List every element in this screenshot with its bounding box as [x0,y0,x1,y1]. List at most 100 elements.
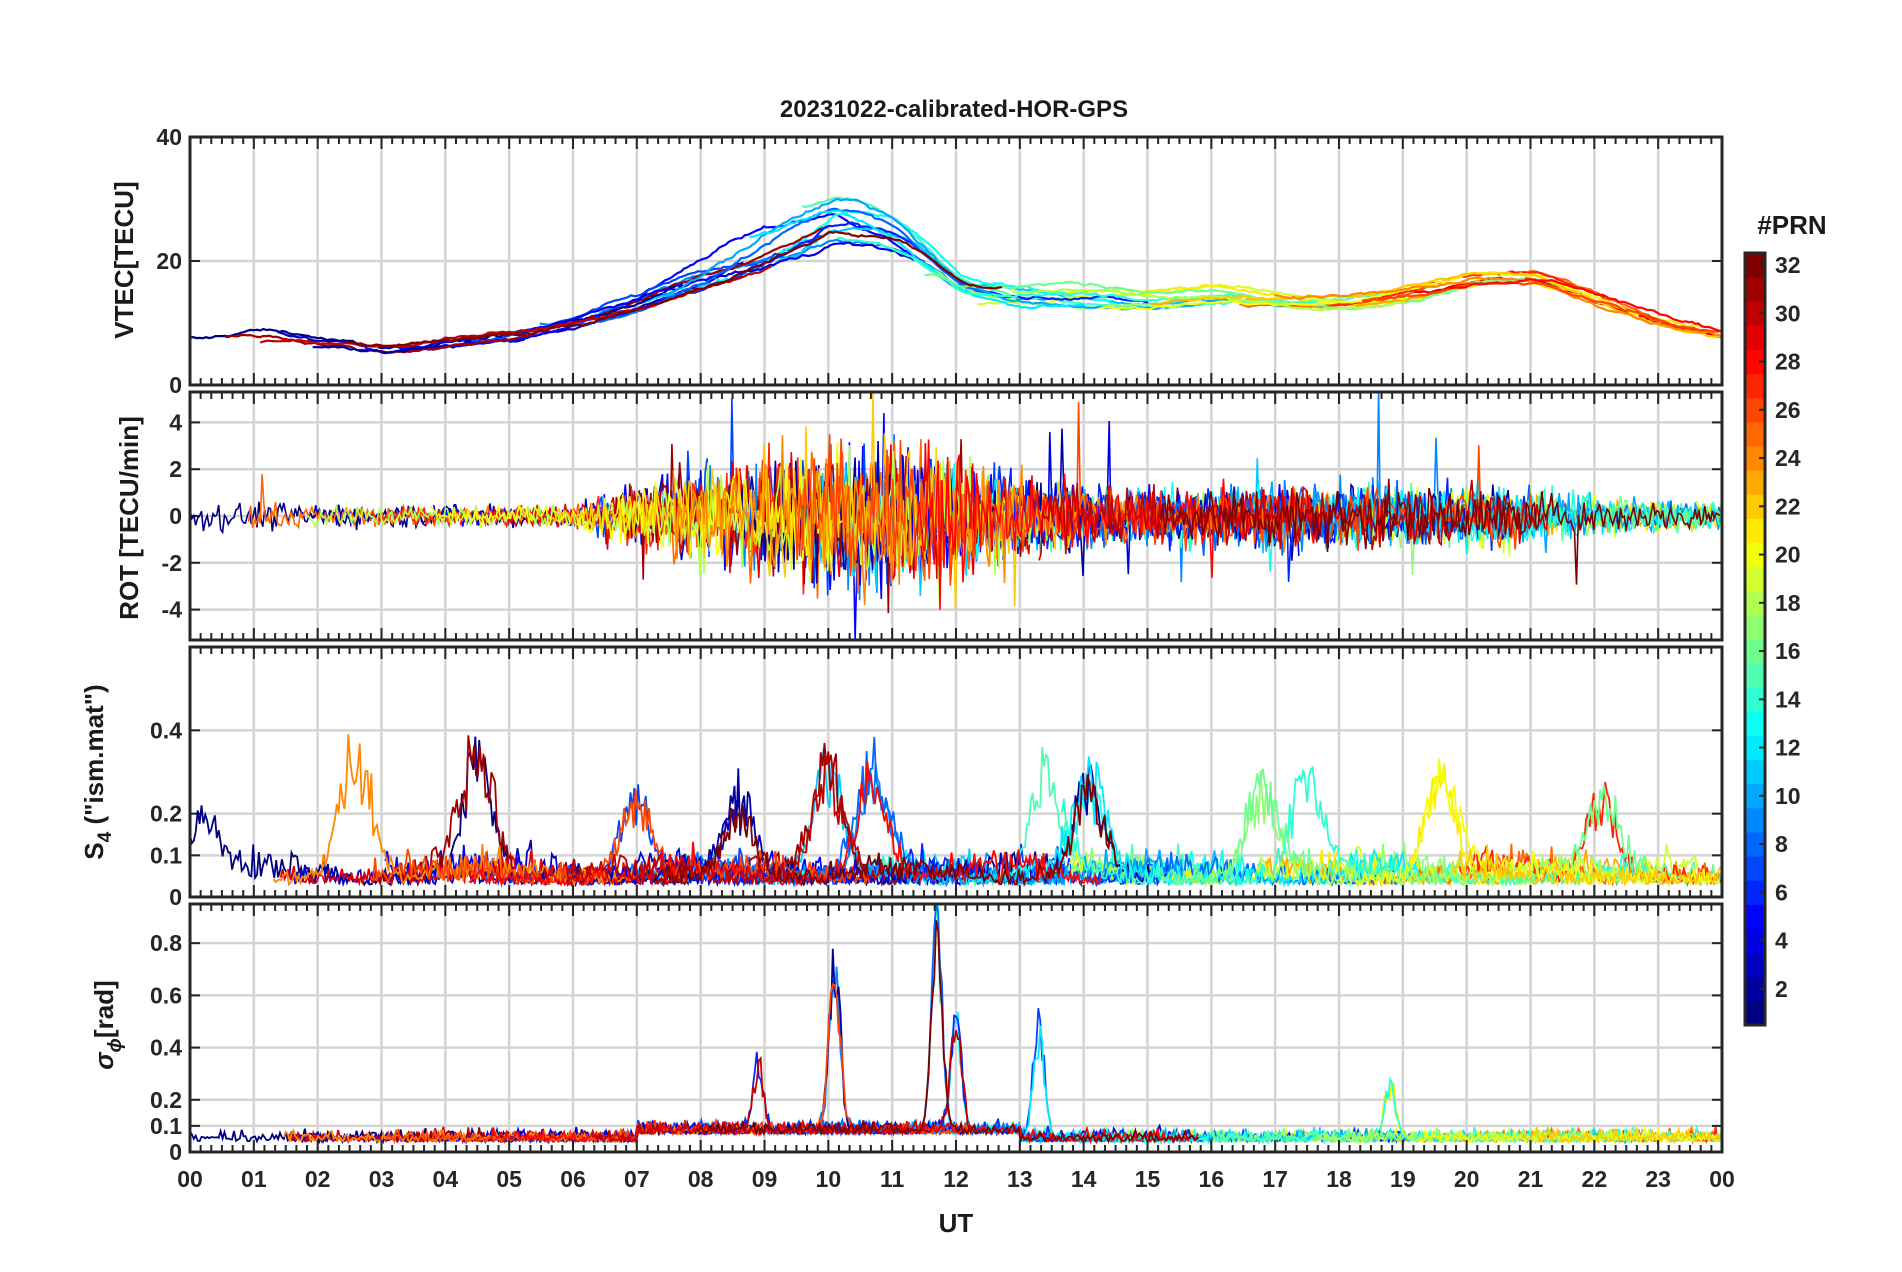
colorbar-cell-22 [1745,494,1765,519]
sigma-series-prn-22 [1520,1125,1722,1145]
x-tick-label: 00 [1709,1166,1735,1192]
colorbar-cell-20 [1745,542,1765,568]
y-label-s4-sub: 4 [95,831,116,842]
colorbar-cell-17 [1745,614,1765,640]
y-label-sigma-sub: ϕ [105,1038,126,1052]
x-tick-label: 02 [305,1166,331,1192]
colorbar-cell-21 [1745,518,1765,543]
vtec-series-prn-30 [259,265,772,348]
s4-series-prn-22 [1451,844,1722,887]
y-tick-label: 0 [169,884,182,910]
colorbar-tick-label: 16 [1775,638,1801,664]
colorbar-cell-18 [1745,590,1765,616]
rot-series-prn-16 [1589,495,1721,531]
colorbar-border [1743,251,1767,1027]
x-tick-label: 20 [1454,1166,1480,1192]
y-tick-label: 0.2 [150,1087,182,1113]
vtec-series-prn-14 [837,236,1320,304]
x-tick-label: 04 [433,1166,459,1192]
panel-rot: -4 -2 0 2 4 [162,390,1724,642]
s4-series-prn-18 [1256,852,1667,888]
x-tick-label: 05 [496,1166,522,1192]
colorbar-tick-label: 20 [1775,542,1801,568]
vtec-series-prn-28 [1449,278,1722,333]
y-label-s4: S4 ("ism.mat") [79,684,116,859]
vtec-series-prn-24 [1274,276,1722,338]
y-tick-label: 0 [169,503,182,529]
vtec-series-prn-5 [364,213,976,355]
rot-series-prn-28 [916,439,1320,610]
colorbar-cell-23 [1745,470,1765,495]
y-tick-label: -2 [162,550,182,576]
x-tick-label: 23 [1645,1166,1671,1192]
s4-series-prn-16 [1158,768,1722,888]
colorbar-tick-label: 8 [1775,831,1788,857]
colorbar-tick-label: 4 [1775,928,1788,954]
vtec-series-prn-16 [924,273,1555,311]
colorbar-tick-label: 12 [1775,735,1801,761]
y-tick-label: 0 [169,1139,182,1165]
vtec-series-prn-12 [749,209,1086,310]
x-tick-label: 08 [688,1166,714,1192]
y-tick-label: 0 [169,372,182,398]
colorbar-cell-15 [1745,663,1765,688]
x-tick-label: 17 [1262,1166,1288,1192]
y-tick-label: 4 [169,409,182,435]
colorbar-cell-25 [1745,421,1765,447]
vtec-series-group [190,196,1722,355]
colorbar-label: #PRN [1757,210,1826,240]
y-label-rot: ROT [TECU/min] [114,416,144,620]
colorbar-cell-31 [1745,277,1765,302]
axes-border [188,135,1724,387]
y-label-sigma-main: σ [89,1051,119,1070]
y-tick-label: 20 [156,248,182,274]
panel-vtec: 0 20 40 [156,124,1724,398]
x-tick-label: 07 [624,1166,650,1192]
x-tick-label: 10 [816,1166,842,1192]
sigma-series-group [190,904,1722,1145]
y-tick-label: 40 [156,124,182,150]
sigma-series-prn-13 [805,1011,1407,1145]
y-tick-label: 0.6 [150,982,182,1008]
sigma-series-prn-12 [1007,1025,1639,1145]
s4-series-group [190,734,1722,888]
y-tick-label: 2 [169,456,182,482]
colorbar-cell-16 [1745,639,1765,664]
x-tick-label: 16 [1199,1166,1225,1192]
x-tick-label: 03 [369,1166,395,1192]
colorbar-tick-label: 18 [1775,590,1801,616]
y-tick-label: 0.1 [150,1113,182,1139]
y-label-sigma-phi: σϕ[rad] [89,980,126,1069]
y-tick-label: 0.4 [150,1035,182,1061]
x-tick-label: 19 [1390,1166,1416,1192]
rot-series-group [190,392,1722,640]
colorbar-cell-32 [1745,253,1765,278]
vtec-series-prn-32 [347,230,1003,348]
panel-s4: 0 0.1 0.2 0.4 [150,645,1724,910]
colorbar-cell-1 [1745,1000,1765,1026]
rot-series-prn-32 [1160,478,1721,585]
x-axis-ticks: 00 01 02 03 04 05 06 07 08 09 10 11 12 13 14 15 16 17 18 19… [177,1166,1735,1192]
colorbar-cell-6 [1745,880,1765,905]
sigma-series-prn-32 [694,920,1200,1145]
colorbar-cell-30 [1745,301,1765,326]
axes-border [188,390,1724,642]
x-tick-label: 15 [1135,1166,1161,1192]
x-tick-label: 01 [241,1166,267,1192]
sigma-series-prn-9 [600,966,958,1145]
sigma-series-prn-26 [385,982,974,1145]
vtec-series-prn-2 [312,283,684,355]
x-tick-label: 11 [880,1166,905,1192]
colorbar-cell-8 [1745,832,1765,857]
y-label-s4-rest: ("ism.mat") [79,684,109,831]
colorbar-cell-29 [1745,325,1765,350]
x-tick-label: 18 [1326,1166,1352,1192]
axes-border [188,902,1724,1154]
panel-sigma-phi: 00.10.2 0.4 0.6 0.8 [150,902,1724,1165]
colorbar-tick-label: 32 [1775,252,1801,278]
colorbar-tick-label: 2 [1775,976,1788,1002]
x-tick-label: 09 [752,1166,778,1192]
colorbar-cell-24 [1745,446,1765,471]
colorbar-tick-label: 24 [1775,445,1801,471]
